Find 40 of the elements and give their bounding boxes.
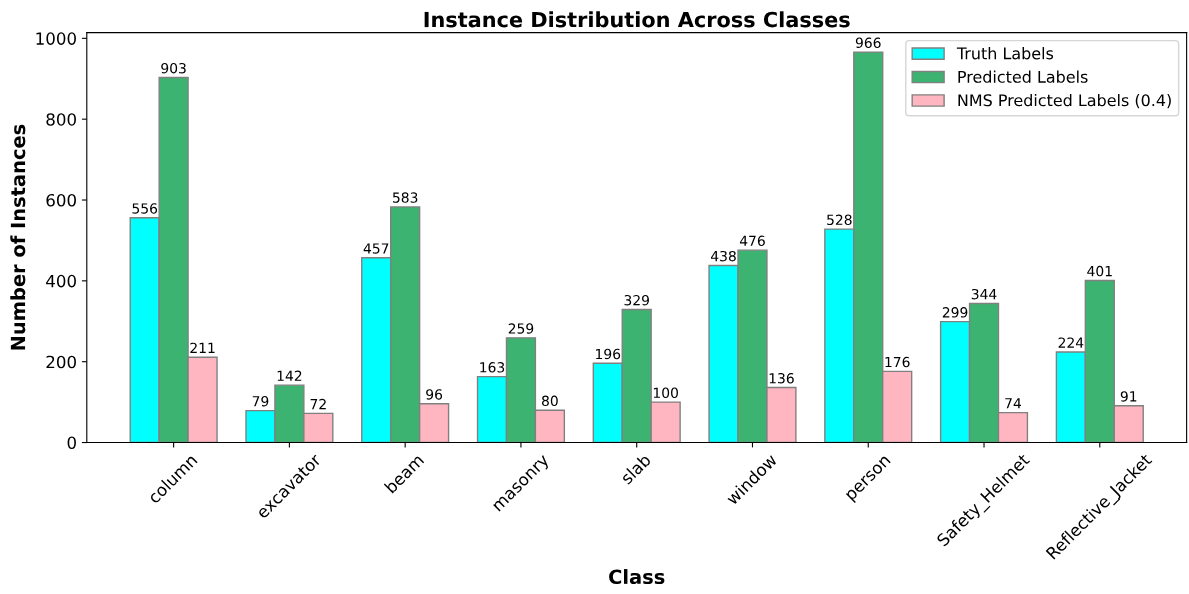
legend-label: NMS Predicted Labels (0.4) [958,93,1171,109]
data-label: 96 [426,389,443,400]
x-tick-label: slab [619,452,652,485]
y-tick-label: 800 [46,113,76,126]
data-label: 136 [769,372,794,384]
y-tick-label: 0 [67,436,76,450]
data-label: 79 [252,396,269,407]
data-label: 142 [277,370,302,381]
data-label: 74 [1005,398,1022,409]
data-label: 528 [827,214,852,226]
data-label: 344 [971,288,997,300]
y-tick-label: 600 [46,193,76,207]
data-label: 259 [508,323,534,334]
data-label: 903 [161,62,186,74]
data-label: 966 [855,37,881,48]
y-tick-label: 200 [46,355,76,369]
y-tick-label: 1000 [36,32,76,45]
data-label: 91 [1120,391,1137,402]
data-label: 224 [1058,337,1084,348]
data-label: 401 [1087,265,1112,277]
y-axis-title: Number of Instances [10,124,26,350]
data-label: 72 [310,398,326,410]
data-label: 176 [885,356,910,368]
data-label: 211 [190,342,215,353]
data-label: 163 [480,362,505,373]
data-label: 583 [392,192,418,203]
data-label: 457 [363,243,389,254]
x-axis-title: Class [609,569,665,585]
y-tick-label: 400 [46,274,76,288]
legend-label: Predicted Labels [958,70,1088,83]
data-label: 100 [653,387,678,399]
data-label: 329 [624,294,649,306]
data-label: 476 [739,235,765,247]
chart-title: Instance Distribution Across Classes [424,11,850,28]
data-label: 196 [596,348,621,360]
legend-label: Truth Labels [956,47,1054,60]
data-label: 299 [942,307,968,318]
data-label: 438 [710,250,736,262]
data-label: 80 [541,395,558,407]
data-label: 556 [132,203,158,214]
